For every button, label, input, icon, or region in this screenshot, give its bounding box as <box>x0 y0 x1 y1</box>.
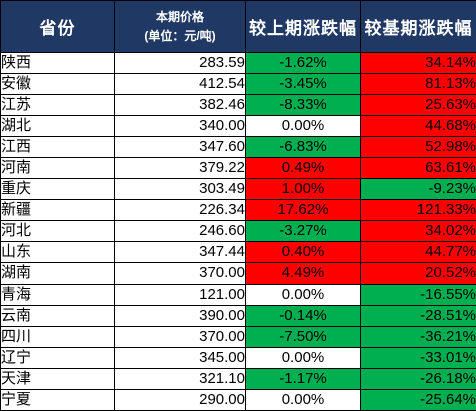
price-cell: 347.44 <box>114 241 246 264</box>
price-cell: 246.60 <box>114 220 246 243</box>
mom-change-cell: 17.62% <box>245 199 361 222</box>
mom-change-cell: 0.49% <box>245 157 361 180</box>
province-cell: 新疆 <box>0 199 115 222</box>
yoy-change-cell: 34.02% <box>360 220 476 243</box>
mom-change-cell: 0.00% <box>245 388 361 411</box>
table-row: 云南 390.00 -0.14% -28.51% <box>0 304 476 327</box>
price-cell: 379.22 <box>114 157 246 180</box>
table-row: 陕西 283.59 -1.62% 34.14% <box>0 51 476 75</box>
table-row: 重庆 303.49 1.00% -9.23% <box>0 178 476 201</box>
mom-change-cell: -1.17% <box>245 367 361 390</box>
header-price: 本期价格 (单位：元/吨) <box>114 0 246 53</box>
yoy-change-cell: 52.98% <box>360 136 476 159</box>
province-cell: 河北 <box>0 220 115 243</box>
table-row: 新疆 226.34 17.62% 121.33% <box>0 199 476 222</box>
table-row: 天津 321.10 -1.17% -26.18% <box>0 367 476 390</box>
header-province-label: 省份 <box>39 19 76 38</box>
mom-change-cell: -8.33% <box>245 94 361 117</box>
mom-change-cell: -6.83% <box>245 136 361 159</box>
header-yoy: 较基期涨跌幅 <box>360 0 476 53</box>
yoy-change-cell: -25.64% <box>360 388 476 411</box>
table-body: 陕西 283.59 -1.62% 34.14% 安徽 412.54 -3.45% 81.13%… <box>0 51 476 411</box>
price-cell: 290.00 <box>114 388 246 411</box>
mom-change-cell: -7.50% <box>245 325 361 348</box>
table-header: 省份 本期价格 (单位：元/吨) 较上期涨跌幅 较基期涨跌幅 <box>0 0 476 53</box>
price-cell: 382.46 <box>114 94 246 117</box>
yoy-change-cell: -9.23% <box>360 178 476 201</box>
yoy-change-cell: -36.21% <box>360 325 476 348</box>
price-cell: 303.49 <box>114 178 246 201</box>
table-row: 湖南 370.00 4.49% 20.52% <box>0 262 476 285</box>
province-cell: 四川 <box>0 325 115 348</box>
mom-change-cell: -3.45% <box>245 73 361 96</box>
province-cell: 湖南 <box>0 262 115 285</box>
table-row: 湖北 340.00 0.00% 44.68% <box>0 115 476 138</box>
province-cell: 青海 <box>0 283 115 306</box>
yoy-change-cell: -16.55% <box>360 283 476 306</box>
yoy-change-cell: 20.52% <box>360 262 476 285</box>
yoy-change-cell: 63.61% <box>360 157 476 180</box>
price-cell: 370.00 <box>114 325 246 348</box>
table-row: 辽宁 345.00 0.00% -33.01% <box>0 346 476 369</box>
price-cell: 283.59 <box>114 51 246 75</box>
price-cell: 226.34 <box>114 199 246 222</box>
yoy-change-cell: -28.51% <box>360 304 476 327</box>
price-cell: 340.00 <box>114 115 246 138</box>
province-cell: 江西 <box>0 136 115 159</box>
province-cell: 湖北 <box>0 115 115 138</box>
table-row: 宁夏 290.00 0.00% -25.64% <box>0 388 476 411</box>
price-cell: 370.00 <box>114 262 246 285</box>
yoy-change-cell: 25.63% <box>360 94 476 117</box>
province-cell: 重庆 <box>0 178 115 201</box>
price-cell: 347.60 <box>114 136 246 159</box>
header-yoy-label: 较基期涨跌幅 <box>364 19 473 38</box>
yoy-change-cell: -26.18% <box>360 367 476 390</box>
yoy-change-cell: 44.68% <box>360 115 476 138</box>
table-row: 河南 379.22 0.49% 63.61% <box>0 157 476 180</box>
province-cell: 陕西 <box>0 51 115 75</box>
mom-change-cell: 0.00% <box>245 346 361 369</box>
province-cell: 山东 <box>0 241 115 264</box>
province-cell: 云南 <box>0 304 115 327</box>
price-cell: 390.00 <box>114 304 246 327</box>
price-cell: 412.54 <box>114 73 246 96</box>
table-row: 安徽 412.54 -3.45% 81.13% <box>0 73 476 96</box>
province-cell: 河南 <box>0 157 115 180</box>
mom-change-cell: -1.62% <box>245 51 361 75</box>
mom-change-cell: 0.00% <box>245 283 361 306</box>
table-row: 四川 370.00 -7.50% -36.21% <box>0 325 476 348</box>
price-cell: 345.00 <box>114 346 246 369</box>
table-row: 江苏 382.46 -8.33% 25.63% <box>0 94 476 117</box>
table-row: 青海 121.00 0.00% -16.55% <box>0 283 476 306</box>
header-mom: 较上期涨跌幅 <box>245 0 361 53</box>
mom-change-cell: 1.00% <box>245 178 361 201</box>
province-cell: 天津 <box>0 367 115 390</box>
table-row: 江西 347.60 -6.83% 52.98% <box>0 136 476 159</box>
header-mom-label: 较上期涨跌幅 <box>249 19 357 38</box>
mom-change-cell: -3.27% <box>245 220 361 243</box>
header-province: 省份 <box>0 0 115 53</box>
price-cell: 121.00 <box>114 283 246 306</box>
mom-change-cell: -0.14% <box>245 304 361 327</box>
yoy-change-cell: 34.14% <box>360 51 476 75</box>
header-price-line1: 本期价格 <box>155 9 204 24</box>
yoy-change-cell: 81.13% <box>360 73 476 96</box>
mom-change-cell: 4.49% <box>245 262 361 285</box>
yoy-change-cell: 44.77% <box>360 241 476 264</box>
province-cell: 江苏 <box>0 94 115 117</box>
yoy-change-cell: -33.01% <box>360 346 476 369</box>
yoy-change-cell: 121.33% <box>360 199 476 222</box>
mom-change-cell: 0.40% <box>245 241 361 264</box>
header-price-line2: (单位：元/吨) <box>144 28 216 43</box>
table-row: 山东 347.44 0.40% 44.77% <box>0 241 476 264</box>
header-row: 省份 本期价格 (单位：元/吨) 较上期涨跌幅 较基期涨跌幅 <box>0 0 476 53</box>
mom-change-cell: 0.00% <box>245 115 361 138</box>
table-row: 河北 246.60 -3.27% 34.02% <box>0 220 476 243</box>
province-cell: 安徽 <box>0 73 115 96</box>
price-cell: 321.10 <box>114 367 246 390</box>
province-cell: 宁夏 <box>0 388 115 411</box>
province-cell: 辽宁 <box>0 346 115 369</box>
